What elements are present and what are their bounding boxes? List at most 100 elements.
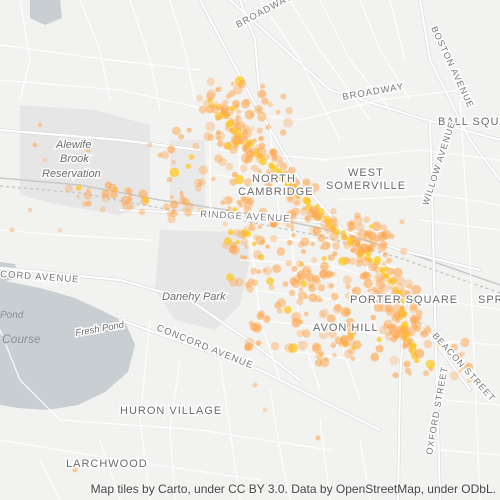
point-marker — [325, 242, 331, 248]
point-marker — [373, 302, 384, 312]
point-marker — [252, 250, 262, 260]
point-marker — [304, 197, 312, 205]
point-marker — [228, 90, 236, 97]
point-marker — [242, 129, 248, 136]
point-marker — [285, 106, 294, 115]
point-marker — [232, 99, 240, 108]
label-spr: SPR — [478, 294, 500, 306]
point-marker — [415, 299, 420, 305]
point-marker — [223, 112, 231, 119]
point-marker — [207, 134, 215, 141]
point-marker — [408, 347, 413, 353]
point-marker — [101, 189, 110, 198]
point-marker — [408, 371, 412, 376]
point-marker — [110, 190, 118, 199]
point-marker — [291, 233, 296, 238]
point-marker — [232, 130, 238, 137]
point-marker — [169, 167, 180, 178]
point-marker — [270, 235, 278, 243]
point-marker — [420, 330, 429, 338]
point-marker — [138, 189, 148, 199]
point-marker — [167, 145, 176, 154]
point-marker — [263, 315, 271, 323]
point-marker — [377, 242, 387, 252]
point-marker — [240, 195, 247, 202]
label-brook: Brook — [60, 153, 89, 165]
label-course: Course — [2, 332, 41, 346]
point-marker — [230, 135, 241, 145]
point-marker — [330, 215, 338, 223]
point-marker — [278, 175, 285, 182]
point-marker — [237, 203, 243, 208]
point-marker — [373, 290, 380, 297]
point-marker — [235, 121, 246, 131]
point-marker — [409, 305, 418, 314]
point-marker — [163, 203, 171, 211]
point-marker — [255, 235, 266, 246]
point-marker — [317, 284, 326, 292]
point-marker — [449, 371, 460, 381]
point-marker — [376, 287, 384, 295]
point-marker — [287, 197, 294, 204]
point-marker — [368, 292, 375, 299]
point-marker — [327, 254, 335, 261]
point-marker — [289, 277, 298, 286]
point-marker — [414, 324, 421, 332]
point-marker — [312, 343, 322, 354]
point-marker — [211, 176, 216, 182]
point-marker — [330, 208, 337, 215]
point-marker — [263, 266, 273, 276]
point-marker — [269, 219, 278, 228]
point-marker — [310, 183, 320, 192]
point-marker — [382, 298, 388, 304]
point-marker — [389, 355, 399, 365]
point-marker — [292, 197, 302, 207]
point-marker — [315, 352, 323, 360]
point-marker — [288, 186, 294, 192]
point-marker — [86, 187, 92, 193]
point-marker — [297, 340, 308, 351]
point-marker — [329, 271, 336, 277]
point-marker — [275, 109, 281, 115]
point-marker — [401, 343, 408, 350]
point-marker — [64, 184, 73, 193]
point-marker — [318, 310, 327, 319]
point-marker — [170, 209, 179, 218]
point-marker — [369, 224, 374, 229]
point-marker — [225, 209, 234, 219]
point-marker — [367, 288, 372, 293]
point-marker — [184, 201, 194, 211]
point-marker — [283, 170, 289, 175]
point-marker — [258, 136, 264, 142]
point-marker — [198, 178, 207, 186]
point-marker — [157, 152, 163, 158]
point-marker — [249, 322, 259, 332]
point-marker — [300, 248, 307, 254]
point-marker — [343, 308, 351, 316]
point-marker — [296, 329, 305, 338]
label-huron-village: HURON VILLAGE — [120, 405, 222, 417]
point-marker — [360, 243, 369, 252]
point-marker — [375, 275, 383, 283]
point-marker — [297, 291, 307, 300]
point-marker — [269, 219, 278, 228]
point-marker — [262, 268, 267, 273]
point-marker — [423, 370, 429, 377]
point-marker — [251, 241, 257, 247]
point-marker — [239, 199, 247, 208]
point-marker — [252, 138, 257, 143]
point-marker — [423, 327, 432, 335]
point-marker — [258, 207, 269, 218]
point-marker — [256, 107, 262, 112]
point-marker — [284, 218, 295, 228]
point-marker — [347, 339, 356, 348]
point-marker — [240, 99, 250, 109]
point-marker — [393, 298, 400, 305]
point-marker — [171, 210, 176, 215]
point-marker — [291, 207, 300, 216]
point-marker — [332, 241, 341, 250]
point-marker — [282, 281, 289, 287]
point-marker — [216, 86, 223, 92]
point-marker — [219, 106, 225, 112]
